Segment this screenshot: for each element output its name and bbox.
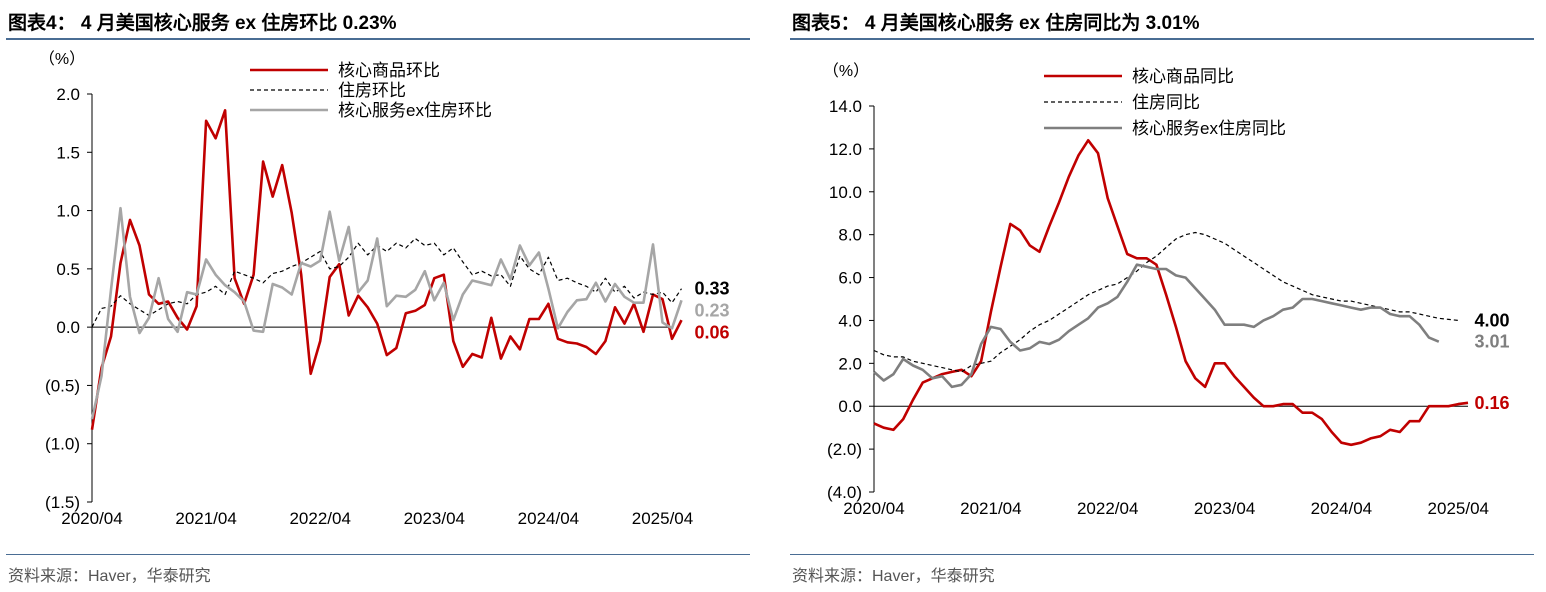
y-tick-label: 14.0 [829,97,862,116]
y-tick-label: 6.0 [838,269,862,288]
x-tick-label: 2021/04 [960,499,1021,518]
y-tick-label: 0.5 [56,260,80,279]
legend-label: 住房环比 [338,81,406,100]
x-tick-label: 2024/04 [518,509,579,528]
x-tick-label: 2025/04 [1428,499,1489,518]
x-tick-label: 2022/04 [289,509,350,528]
x-tick-label: 2022/04 [1077,499,1138,518]
line-chart: （%） 2.0 1.5 1.0 0.5 0.0 (0.5) (1.0) (1.5)2020/04… [39,50,730,528]
y-unit-label: （%） [39,50,85,68]
y-tick-label: 12.0 [829,140,862,159]
series-line [90,109,683,430]
x-tick-label: 2025/04 [632,509,693,528]
footer-rule [790,554,1534,555]
y-tick-label: 4.0 [838,311,862,330]
y-tick-label: (0.5) [45,376,80,395]
x-tick-label: 2023/04 [1194,499,1255,518]
legend-label: 核心商品同比 [1132,67,1234,86]
chart-title: 图表4： 4 月美国核心服务 ex 住房环比 0.23% [8,13,397,34]
end-value-label: 3.01 [1474,332,1509,352]
y-tick-label: 1.0 [56,202,80,221]
chart-title: 图表5： 4 月美国核心服务 ex 住房同比为 3.01% [792,13,1200,34]
y-tick-label: (2.0) [827,440,862,459]
y-tick-label: 8.0 [838,226,862,245]
legend-label: 住房同比 [1132,93,1200,112]
series-line [91,237,682,328]
x-tick-label: 2023/04 [404,509,465,528]
title-rule [790,38,1534,40]
y-tick-label: 2.0 [838,354,862,373]
y-tick-label: 10.0 [829,183,862,202]
source-note: 资料来源：Haver，华泰研究 [8,568,211,585]
y-tick-label: 0.0 [56,318,80,337]
series-line [873,231,1459,373]
y-tick-label: 0.0 [838,397,862,416]
title-rule [6,38,750,40]
x-tick-label: 2021/04 [175,509,236,528]
legend-label: 核心服务ex住房同比 [1132,119,1286,138]
end-value-label: 0.23 [694,301,729,321]
y-tick-label: (4.0) [827,483,862,502]
x-tick-label: 2020/04 [61,509,122,528]
y-tick-label: 1.5 [56,143,80,162]
series-line [873,263,1440,389]
footer-rule [6,554,750,555]
x-tick-label: 2024/04 [1311,499,1372,518]
end-value-label: 4.00 [1474,310,1509,330]
x-tick-label: 2020/04 [843,499,904,518]
line-chart: （%） 14.0 12.0 10.0 8.0 6.0 4.0 2.0 0.0 (2.0) (4.0)… [823,62,1510,518]
source-note: 资料来源：Haver，华泰研究 [792,568,995,585]
y-tick-label: (1.5) [45,493,80,512]
legend-label: 核心商品环比 [338,61,440,80]
y-tick-label: 2.0 [56,85,80,104]
end-value-label: 0.06 [694,323,729,343]
end-value-label: 0.33 [694,279,729,299]
series-line [90,206,683,420]
y-unit-label: （%） [823,62,869,80]
y-tick-label: (1.0) [45,435,80,454]
legend-label: 核心服务ex住房环比 [338,101,492,120]
series-line [873,139,1469,447]
end-value-label: 0.16 [1474,393,1509,413]
